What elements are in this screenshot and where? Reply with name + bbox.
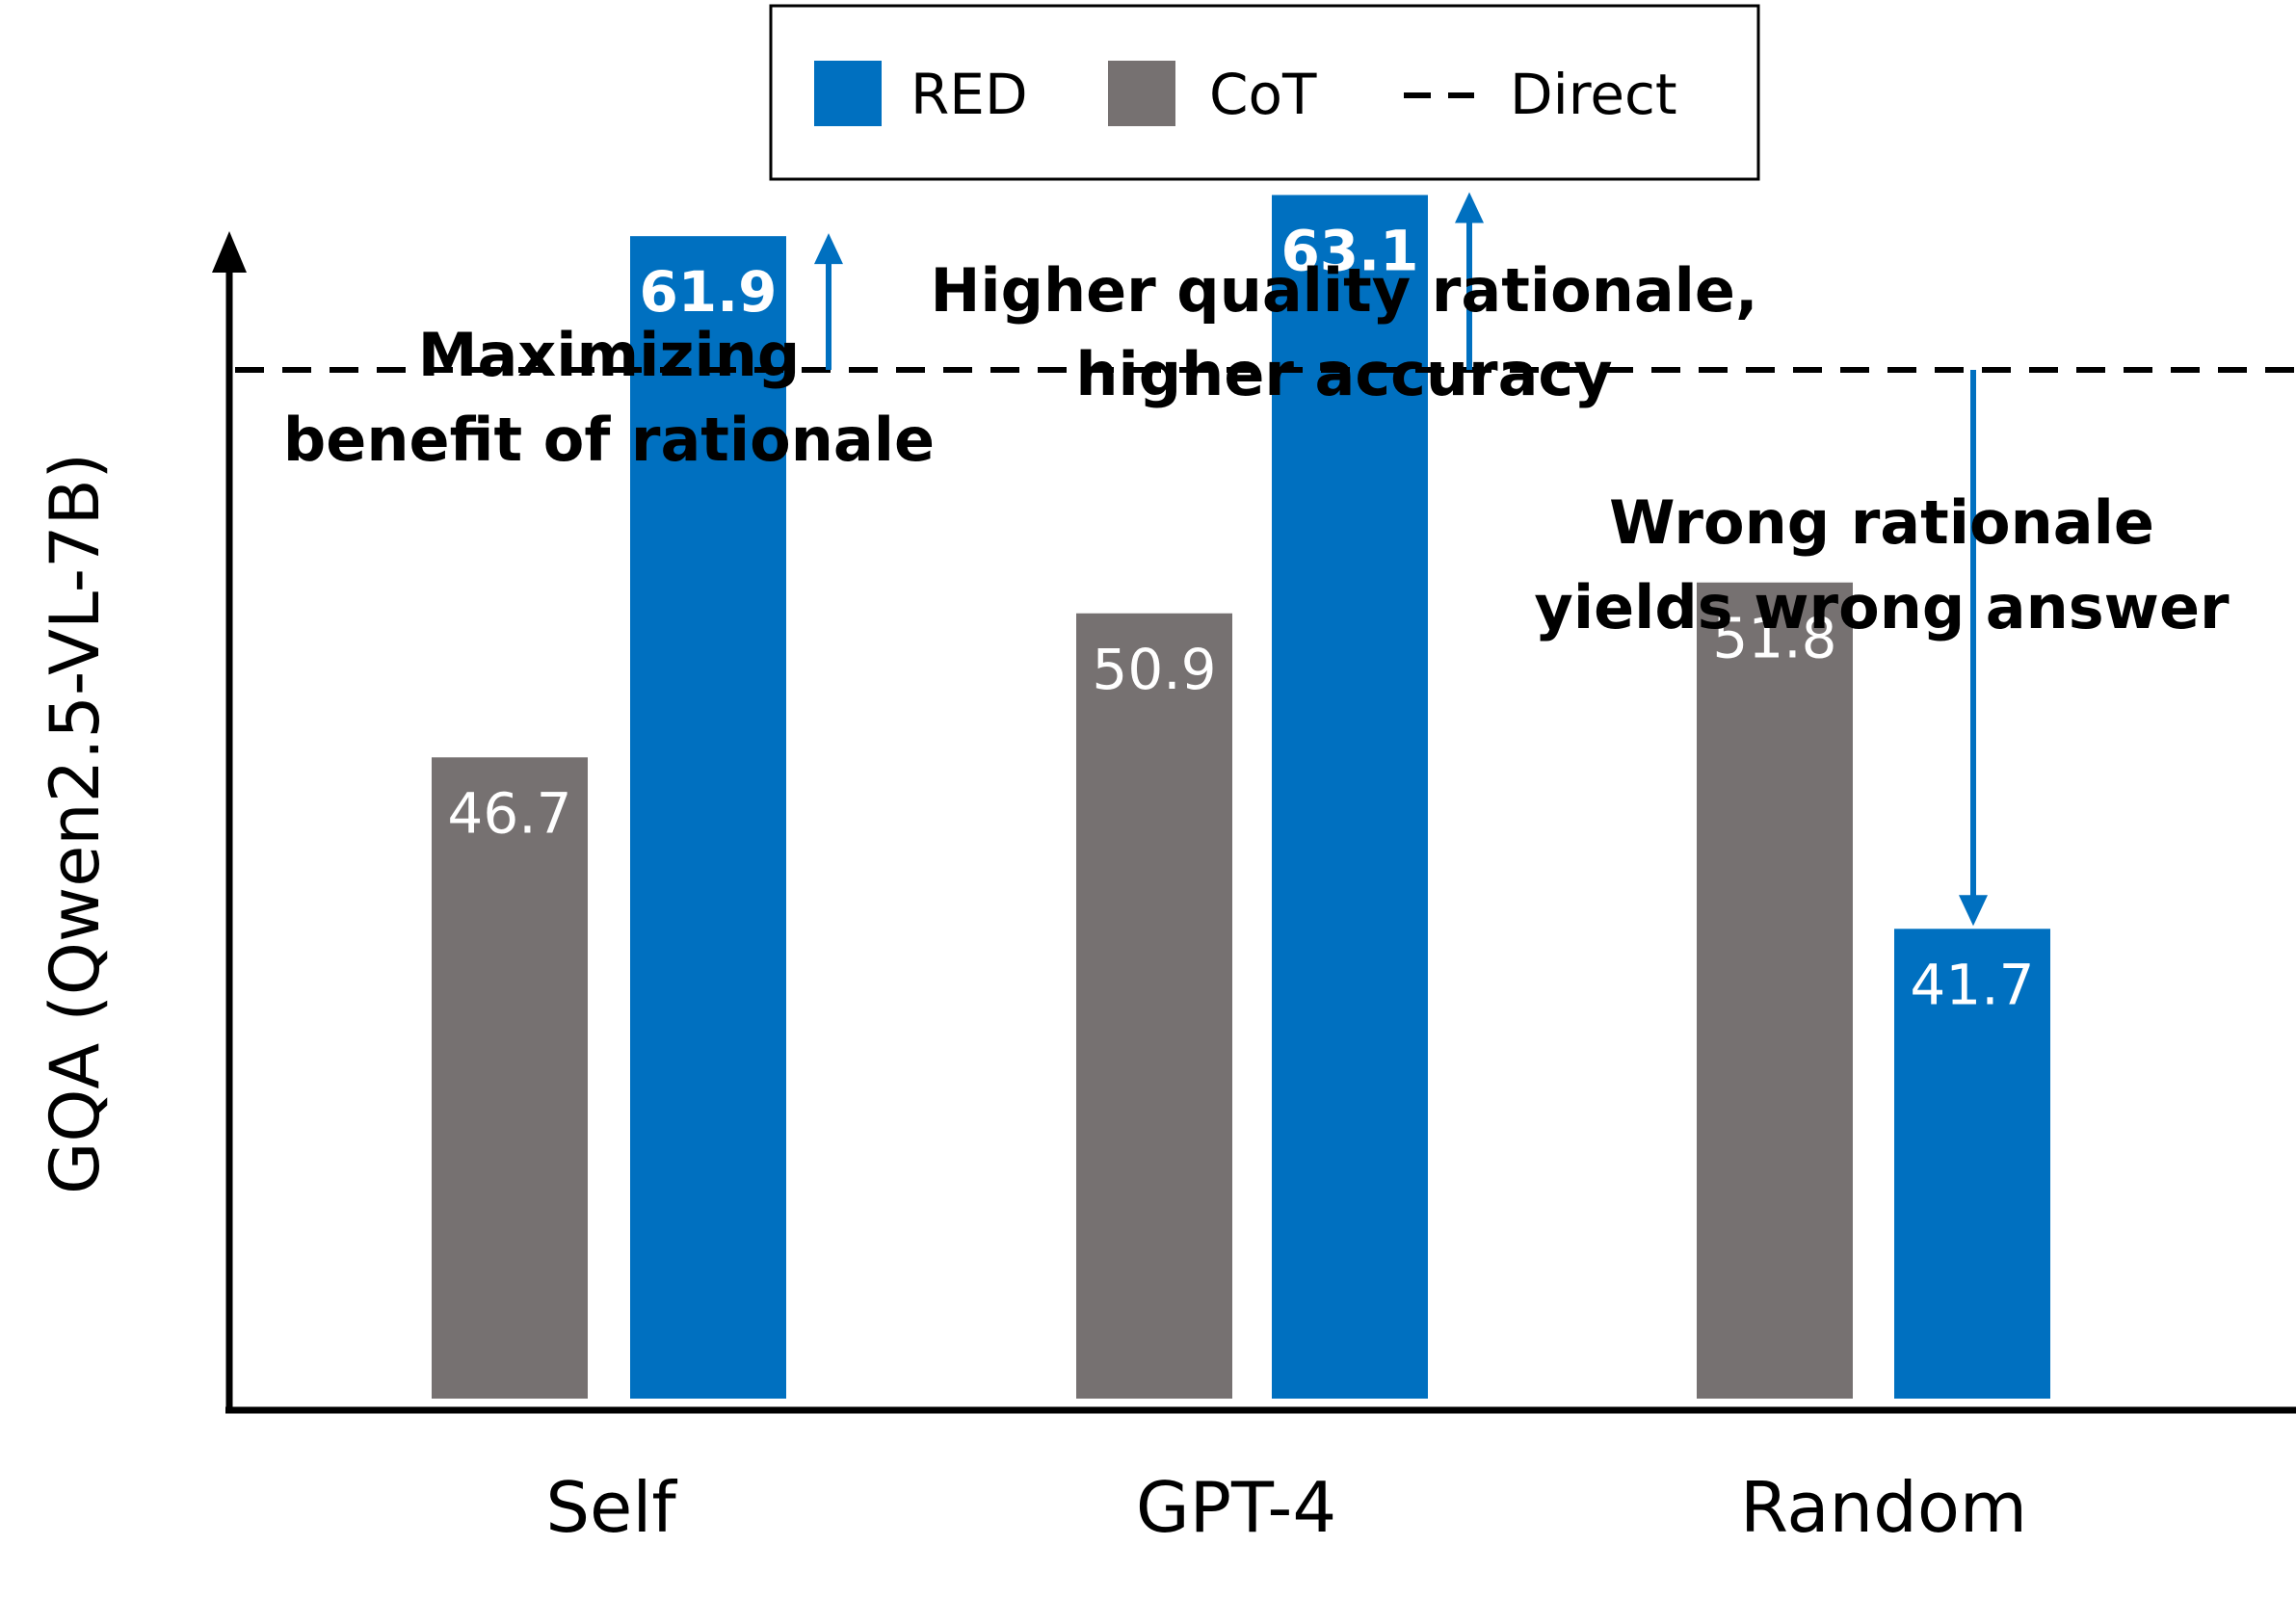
- annotation-gpt4-line-2: higher accuracy: [1075, 339, 1612, 409]
- value-label-cot-random: 51.8: [1712, 606, 1836, 671]
- arrow-head-gpt4: [1455, 192, 1484, 223]
- y-axis-arrow-icon: [212, 231, 247, 273]
- bar-red-gpt4: [1272, 195, 1428, 1400]
- value-label-cot-gpt4: 50.9: [1092, 637, 1216, 702]
- y-axis-label: GQA (Qwen2.5-VL-7B): [36, 453, 115, 1194]
- annotation-random-line-1: Wrong rationale: [1609, 487, 2154, 558]
- legend-swatch-red: [814, 61, 882, 126]
- x-tick-labels: Self GPT-4 Random: [545, 1467, 2027, 1548]
- value-label-red-random: 41.7: [1910, 952, 2034, 1017]
- value-label-red-gpt4: 63.1: [1280, 218, 1418, 283]
- x-tick-label-gpt4: GPT-4: [1136, 1467, 1336, 1548]
- bar-cot-random: [1697, 582, 1853, 1399]
- legend: RED CoT Direct: [769, 4, 1760, 181]
- legend-box: [769, 4, 1760, 181]
- x-tick-label-random: Random: [1740, 1467, 2027, 1548]
- bar-red-random: [1894, 929, 2050, 1399]
- value-label-cot-self: 46.7: [447, 780, 571, 846]
- arrow-head-self: [814, 233, 843, 265]
- bar-cot-self: [432, 757, 588, 1399]
- axes: [212, 231, 2296, 1414]
- bars: [432, 195, 2050, 1400]
- annotation-gpt4-line-1: Higher quality rationale,: [930, 255, 1757, 326]
- x-tick-label-self: Self: [545, 1467, 677, 1548]
- annotation-self-line-1: Maximizing: [418, 320, 801, 390]
- arrows: [814, 192, 1988, 927]
- legend-label-red: RED: [910, 62, 1028, 127]
- annotation-self-line-2: benefit of rationale: [283, 405, 935, 475]
- value-label-red-self: 61.9: [639, 259, 777, 325]
- legend-swatch-cot: [1108, 61, 1175, 126]
- legend-label-direct: Direct: [1510, 62, 1677, 127]
- legend-label-cot: CoT: [1209, 62, 1317, 127]
- data-labels: 46.7 61.9 50.9 63.1 51.8 41.7: [447, 218, 2034, 1017]
- bar-red-self: [630, 236, 786, 1399]
- annotations: Maximizing benefit of rationale Higher q…: [283, 255, 2230, 642]
- bar-cot-gpt4: [1076, 613, 1232, 1399]
- annotation-random-line-2: yields wrong answer: [1534, 572, 2230, 642]
- arrow-head-random: [1959, 895, 1988, 927]
